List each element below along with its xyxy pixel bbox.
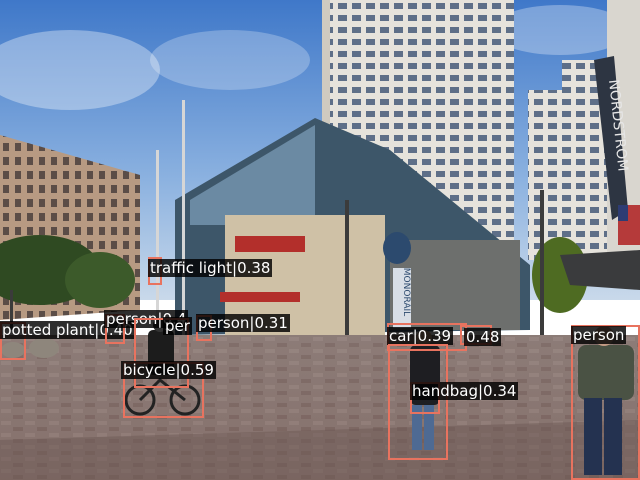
person-walking-box <box>388 344 448 460</box>
nordstrom-banner <box>594 56 628 220</box>
car-label: car|0.39 <box>387 327 454 345</box>
monorail-logo <box>383 232 411 264</box>
handbag-label: handbag|0.34 <box>410 382 519 400</box>
monorail-sign <box>393 268 411 328</box>
person-right-label: person <box>571 326 627 344</box>
bicycle-label: bicycle|0.59 <box>121 361 216 379</box>
traffic-light-label: traffic light|0.38 <box>148 259 273 277</box>
monorail-sign-text: MONORAIL <box>401 268 411 316</box>
person-mid-box <box>134 318 189 388</box>
person-mid-label: per <box>163 317 192 335</box>
person-center-label: person|0.31 <box>196 314 290 332</box>
person-right-box <box>571 325 640 480</box>
car2-label: 0.48 <box>464 328 502 346</box>
pedestrian-right <box>578 345 634 400</box>
